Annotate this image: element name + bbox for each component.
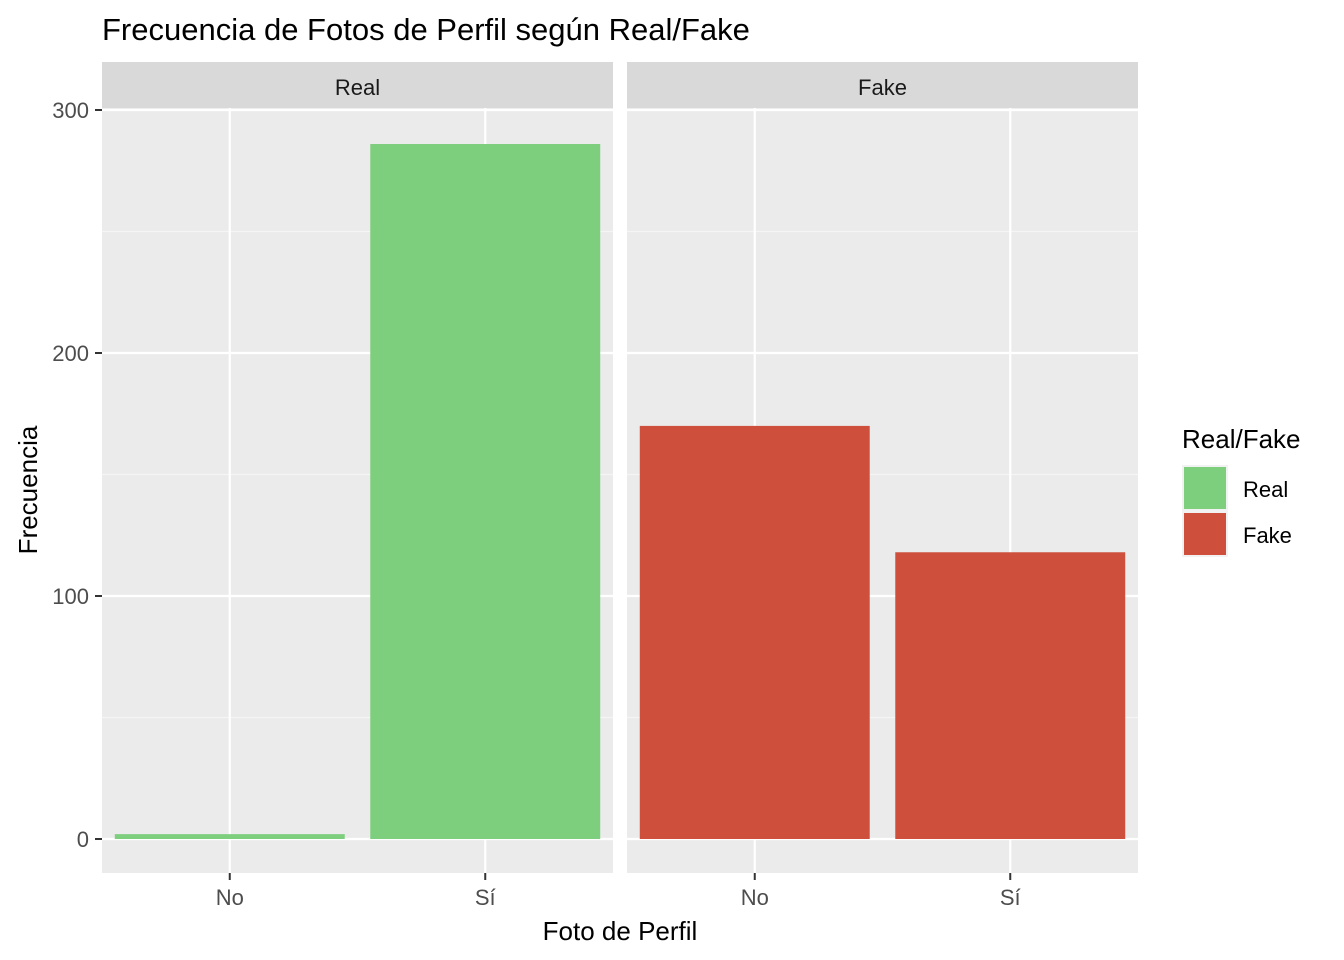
y-axis-title: Frecuencia (13, 425, 43, 554)
facet-strip (102, 62, 613, 108)
legend: Real/Fake Real Fake (1182, 424, 1301, 557)
legend-label-fake: Fake (1243, 523, 1292, 548)
facet-panel-real: Real (102, 62, 613, 873)
facet-panel-fake: Fake (627, 62, 1138, 873)
y-tick-label: 100 (52, 584, 89, 609)
x-tick-label: No (741, 885, 769, 910)
legend-swatch-fake (1184, 513, 1226, 555)
facet-panels: Real Fake (102, 62, 1138, 873)
x-axis-title: Foto de Perfil (543, 916, 698, 946)
bar-fake-no (639, 425, 870, 839)
y-tick-label: 300 (52, 98, 89, 123)
legend-title: Real/Fake (1182, 424, 1301, 454)
x-tick-label: No (216, 885, 244, 910)
y-tick-label: 200 (52, 341, 89, 366)
facet-strip-label: Real (335, 75, 380, 100)
x-axis: No Sí No Sí (216, 873, 1021, 910)
bar-real-no (114, 834, 345, 839)
facet-strip (627, 62, 1138, 108)
bar-real-si (370, 144, 601, 839)
facet-strip-label: Fake (858, 75, 907, 100)
x-tick-label: Sí (1000, 885, 1021, 910)
legend-swatch-real (1184, 467, 1226, 509)
x-tick-label: Sí (475, 885, 496, 910)
legend-label-real: Real (1243, 477, 1288, 502)
y-tick-label: 0 (77, 827, 89, 852)
chart-title: Frecuencia de Fotos de Perfil según Real… (102, 12, 750, 47)
y-axis: 0 100 200 300 (52, 98, 102, 852)
bar-fake-si (895, 552, 1126, 839)
